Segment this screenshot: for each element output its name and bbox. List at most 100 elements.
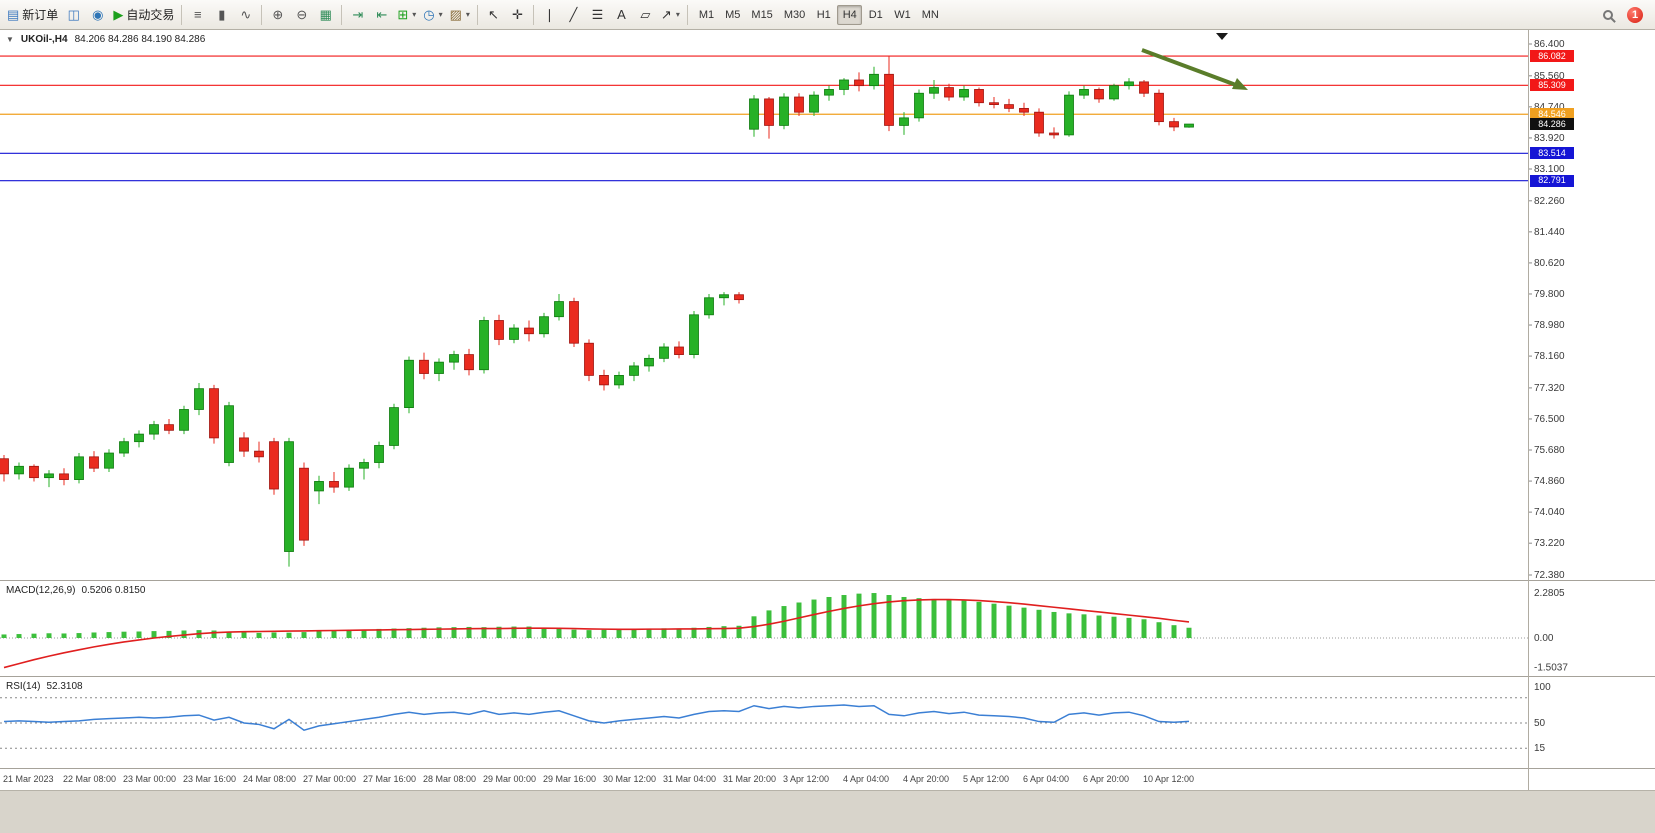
timeframe-m5-button[interactable]: M5: [725, 8, 741, 21]
rsi-name: RSI(14): [6, 681, 41, 692]
macd-chart[interactable]: 2.2805 0.00 -1.5037: [0, 581, 1655, 676]
tile-windows-button[interactable]: ▦: [314, 3, 337, 27]
svg-text:86.400: 86.400: [1534, 39, 1565, 50]
rsi-label: RSI(14) 52.3108: [6, 681, 83, 692]
macd-panel[interactable]: 2.2805 0.00 -1.5037 MACD(12,26,9) 0.5206 0…: [0, 580, 1655, 676]
new-order-button[interactable]: ▤ 新订单: [4, 3, 61, 27]
time-axis-label: 5 Apr 12:00: [963, 774, 1010, 784]
svg-text:0.00: 0.00: [1534, 633, 1554, 644]
bar-chart-type-icon: ≡: [194, 7, 202, 22]
timeframe-mn-button[interactable]: MN: [921, 8, 939, 21]
trend-arrow-head: [1232, 78, 1248, 90]
chart-shift-button[interactable]: ⇤: [370, 3, 393, 27]
svg-text:79.800: 79.800: [1534, 289, 1565, 300]
cursor-button[interactable]: ↖: [482, 3, 505, 27]
timeframe-h4-button[interactable]: H4: [837, 4, 863, 25]
arrows-button[interactable]: ↗ ▾: [658, 3, 683, 27]
templates-button[interactable]: ▨ ▾: [447, 3, 473, 27]
svg-text:72.380: 72.380: [1534, 570, 1565, 580]
zoom-out-button[interactable]: ⊖: [290, 3, 313, 27]
svg-text:83.920: 83.920: [1534, 133, 1565, 144]
svg-text:74.040: 74.040: [1534, 507, 1565, 518]
notification-badge[interactable]: 1: [1627, 6, 1643, 23]
chevron-down-icon: ▾: [675, 10, 680, 19]
rsi-values: 52.3108: [46, 681, 83, 692]
zoom-in-button[interactable]: ⊕: [266, 3, 289, 27]
shapes-button[interactable]: ▱: [634, 3, 657, 27]
periods-icon: ◷: [423, 7, 435, 22]
price-tag: 85.309: [1530, 79, 1574, 92]
timeframe-m30-button[interactable]: M30: [783, 8, 806, 21]
autotrading-button[interactable]: ▶ 自动交易: [110, 3, 177, 27]
shapes-icon: ▱: [640, 7, 651, 22]
ohlc-values: 84.206 84.286 84.190 84.286: [74, 34, 206, 45]
toolbar-separator: [476, 4, 478, 25]
toolbar-separator: [532, 4, 534, 25]
time-axis-label: 10 Apr 12:00: [1143, 774, 1195, 784]
trend-arrow[interactable]: [1141, 48, 1237, 87]
candlestick-chart[interactable]: 86.400 85.560 84.740 83.920 83.100 82.260 81.4…: [0, 30, 1655, 580]
chevron-down-icon: ▾: [465, 10, 470, 19]
collapse-icon[interactable]: ▼: [6, 35, 14, 44]
autotrading-icon: ▶: [113, 7, 124, 22]
time-axis-label: 22 Mar 08:00: [63, 774, 117, 784]
line-chart-type-icon: ∿: [240, 7, 252, 22]
line-chart-type-button[interactable]: ∿: [234, 3, 257, 27]
profiles-icon: ◉: [92, 7, 104, 22]
svg-text:81.440: 81.440: [1534, 227, 1565, 238]
toolbar-separator: [341, 4, 343, 25]
auto-scroll-button[interactable]: ⇥: [346, 3, 369, 27]
text-label-icon: A: [617, 7, 626, 22]
autotrading-label: 自动交易: [126, 8, 175, 22]
indicators-button[interactable]: ⊞ ▾: [394, 3, 419, 27]
time-axis-label: 27 Mar 00:00: [303, 774, 357, 784]
svg-text:80.620: 80.620: [1534, 258, 1565, 269]
text-label-button[interactable]: A: [610, 3, 633, 27]
time-axis-label: 3 Apr 12:00: [783, 774, 830, 784]
svg-text:84.740: 84.740: [1534, 102, 1565, 113]
bar-chart-type-button[interactable]: ≡: [186, 3, 209, 27]
crosshair-button[interactable]: ✛: [506, 3, 529, 27]
candlestick-type-button[interactable]: ▮: [210, 3, 233, 27]
chart-window-button[interactable]: ◫: [62, 3, 85, 27]
main-chart-panel[interactable]: 86.400 85.560 84.740 83.920 83.100 82.260 81.4…: [0, 30, 1655, 580]
macd-label: MACD(12,26,9) 0.5206 0.8150: [6, 585, 145, 596]
search-icon: [1602, 9, 1613, 20]
rsi-chart[interactable]: 100 50 15: [0, 677, 1655, 768]
svg-text:76.500: 76.500: [1534, 414, 1565, 425]
vertical-line-icon: ❘: [543, 7, 555, 22]
time-axis-label: 4 Apr 04:00: [843, 774, 890, 784]
svg-text:74.860: 74.860: [1534, 476, 1565, 487]
timeframe-d1-button[interactable]: D1: [868, 8, 883, 21]
timeframe-m1-button[interactable]: M1: [698, 8, 715, 21]
svg-text:73.220: 73.220: [1534, 538, 1565, 549]
time-axis-label: 29 Mar 16:00: [543, 774, 597, 784]
fibonacci-icon: ☰: [591, 7, 604, 22]
candles-layer: [0, 56, 1194, 567]
svg-text:83.100: 83.100: [1534, 164, 1565, 175]
time-axis-label: 4 Apr 20:00: [903, 774, 950, 784]
trendline-button[interactable]: ╱: [562, 3, 585, 27]
fibonacci-button[interactable]: ☰: [586, 3, 609, 27]
price-tag: 82.791: [1530, 174, 1574, 187]
svg-text:78.980: 78.980: [1534, 320, 1565, 331]
price-axis-separator: [1528, 30, 1529, 790]
rsi-panel[interactable]: 100 50 15 RSI(14) 52.3108: [0, 676, 1655, 768]
cursor-icon: ↖: [487, 7, 499, 22]
time-axis-label: 31 Mar 04:00: [663, 774, 717, 784]
profiles-button[interactable]: ◉: [86, 3, 109, 27]
periods-button[interactable]: ◷ ▾: [420, 3, 445, 27]
timeframe-w1-button[interactable]: W1: [894, 8, 911, 21]
macd-histogram: [1, 593, 1192, 638]
templates-icon: ▨: [449, 7, 462, 22]
timeframe-m15-button[interactable]: M15: [751, 8, 773, 21]
time-axis[interactable]: 21 Mar 2023 22 Mar 08:00 23 Mar 00:00 23 Ma…: [0, 768, 1655, 790]
tile-windows-icon: ▦: [319, 7, 332, 22]
timeframe-h1-button[interactable]: H1: [816, 8, 831, 21]
symbol-timeframe: UKOil-,H4: [20, 34, 68, 45]
vertical-line-button[interactable]: ❘: [538, 3, 561, 27]
svg-text:2.2805: 2.2805: [1534, 588, 1565, 599]
timeframe-group: M1 M5 M15 M30 H1 H4 D1 W1 MN: [694, 4, 944, 25]
search-button[interactable]: [1596, 3, 1619, 27]
